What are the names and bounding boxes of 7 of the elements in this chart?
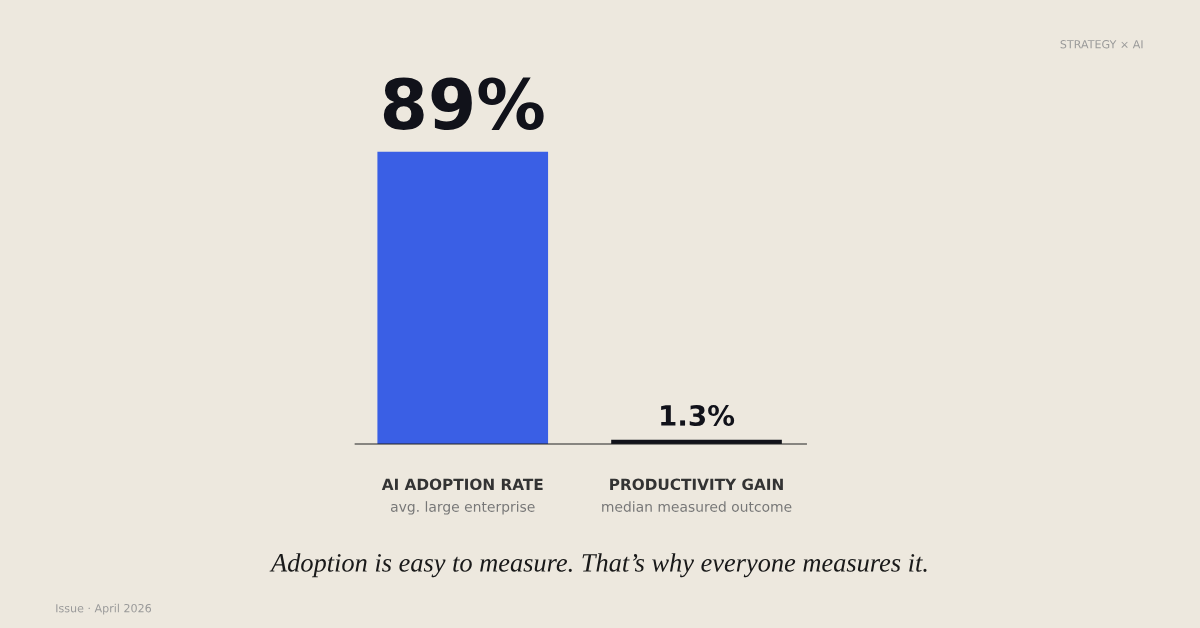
- data-label: 1.3%: [661, 405, 735, 427]
- text: Adoption is easy to measure. That’s why everyone measures it.: [269, 553, 927, 578]
- x-tick-label: PRODUCTIVITY GAIN median measured outcome: [602, 478, 792, 512]
- text: STRATEGY × AI: [1060, 40, 1143, 49]
- text: Issue · April 2026: [56, 603, 152, 615]
- data-label: 89%: [383, 77, 544, 130]
- x-tick-label: AI ADOPTION RATE avg. large enterprise: [381, 478, 543, 515]
